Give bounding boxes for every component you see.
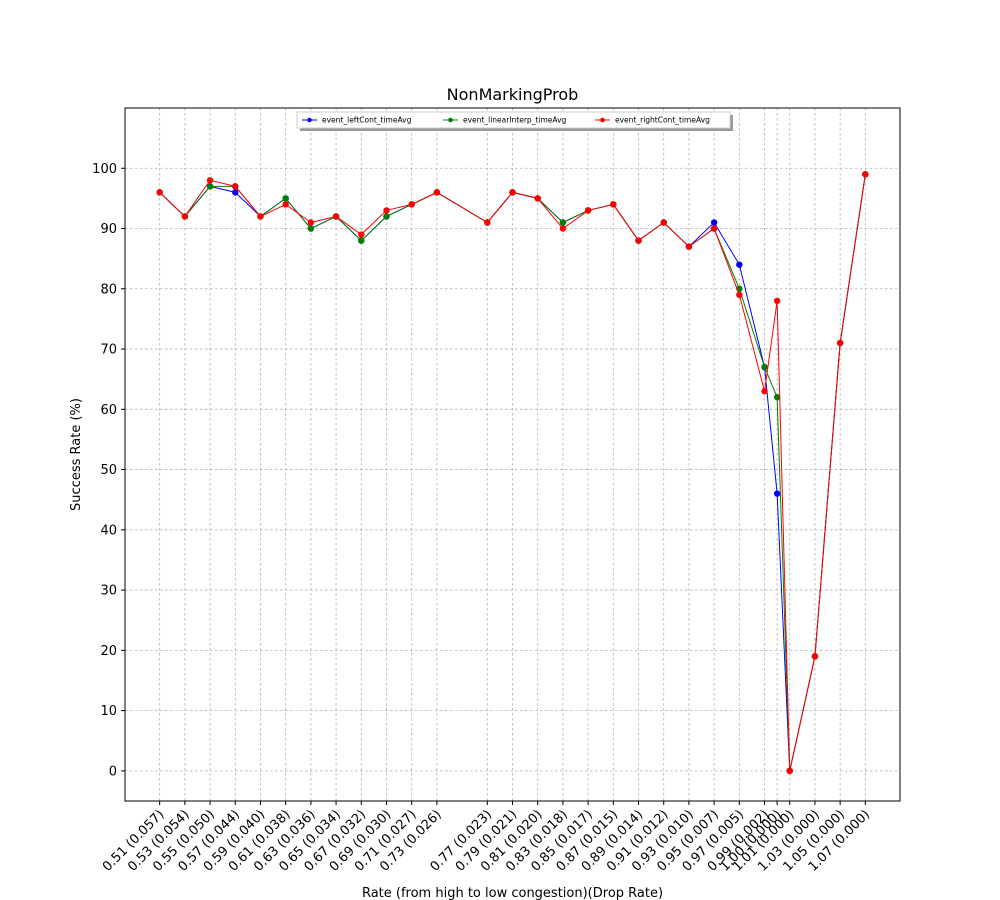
data-point	[836, 339, 844, 347]
legend-swatch-marker	[307, 117, 312, 123]
series-event_rightCont_timeAvg	[156, 171, 869, 775]
legend-label: event_rightCont_timeAvg	[615, 116, 710, 125]
y-tick-label: 10	[100, 704, 117, 719]
legend-label: event_leftCont_timeAvg	[322, 116, 412, 125]
data-point	[710, 225, 718, 232]
data-point	[383, 207, 390, 214]
data-point	[383, 213, 390, 220]
data-point	[358, 237, 365, 244]
legend-label: event_linearInterp_timeAvg	[463, 116, 567, 125]
series-layer	[156, 171, 869, 775]
data-point	[761, 363, 768, 371]
y-tick-label: 60	[100, 403, 117, 418]
data-point	[232, 183, 239, 190]
data-point	[534, 195, 541, 202]
data-point	[811, 653, 819, 660]
legend-box	[296, 111, 731, 129]
data-point	[257, 213, 264, 220]
y-tick-label: 20	[100, 644, 117, 659]
data-point	[307, 219, 315, 226]
y-axis-label: Success Rate (%)	[69, 398, 84, 511]
data-point	[773, 394, 781, 401]
data-point	[358, 231, 365, 238]
y-tick-label: 70	[100, 343, 117, 358]
chart-title: NonMarkingProb	[447, 85, 579, 104]
data-point	[307, 225, 315, 232]
data-point	[584, 207, 592, 214]
data-point	[181, 213, 189, 220]
data-point	[710, 219, 718, 226]
data-point	[773, 490, 781, 497]
data-point	[232, 189, 239, 196]
y-tick-label: 40	[100, 523, 117, 538]
data-point	[635, 237, 642, 244]
data-point	[660, 219, 667, 226]
data-point	[206, 177, 214, 184]
y-tick-label: 80	[100, 282, 117, 297]
legend: event_leftCont_timeAvg event_linearInterp…	[296, 111, 733, 131]
x-axis-label: Rate (from high to low congestion)(Drop …	[362, 886, 663, 900]
data-point	[761, 388, 768, 395]
legend-swatch-marker	[600, 117, 605, 123]
data-point	[282, 195, 289, 202]
data-point	[773, 297, 781, 305]
data-point	[736, 261, 743, 268]
data-point	[786, 767, 793, 775]
data-point	[685, 243, 693, 250]
data-point	[408, 201, 415, 208]
data-point	[156, 189, 163, 196]
y-tick-label: 100	[92, 162, 117, 177]
y-tick-label: 0	[109, 764, 117, 779]
data-point	[559, 219, 567, 226]
data-point	[433, 189, 441, 196]
data-point	[206, 183, 214, 190]
data-point	[862, 171, 869, 178]
data-point	[332, 213, 340, 220]
data-point	[736, 291, 743, 299]
legend-swatch-marker	[448, 117, 453, 123]
y-tick-label: 30	[100, 584, 117, 599]
y-tick-label: 90	[100, 222, 117, 237]
data-point	[559, 225, 567, 232]
y-tick-label: 50	[100, 463, 117, 478]
data-point	[484, 219, 491, 226]
data-point	[509, 189, 516, 196]
grid-lines	[125, 108, 900, 801]
x-axis: 0.51 (0.057)0.53 (0.054)0.55 (0.050)0.57…	[100, 801, 873, 875]
data-point	[282, 201, 289, 208]
data-point	[610, 201, 617, 208]
y-axis: 0 10 20 30 40 50 60 70 80 90 100	[92, 162, 125, 779]
